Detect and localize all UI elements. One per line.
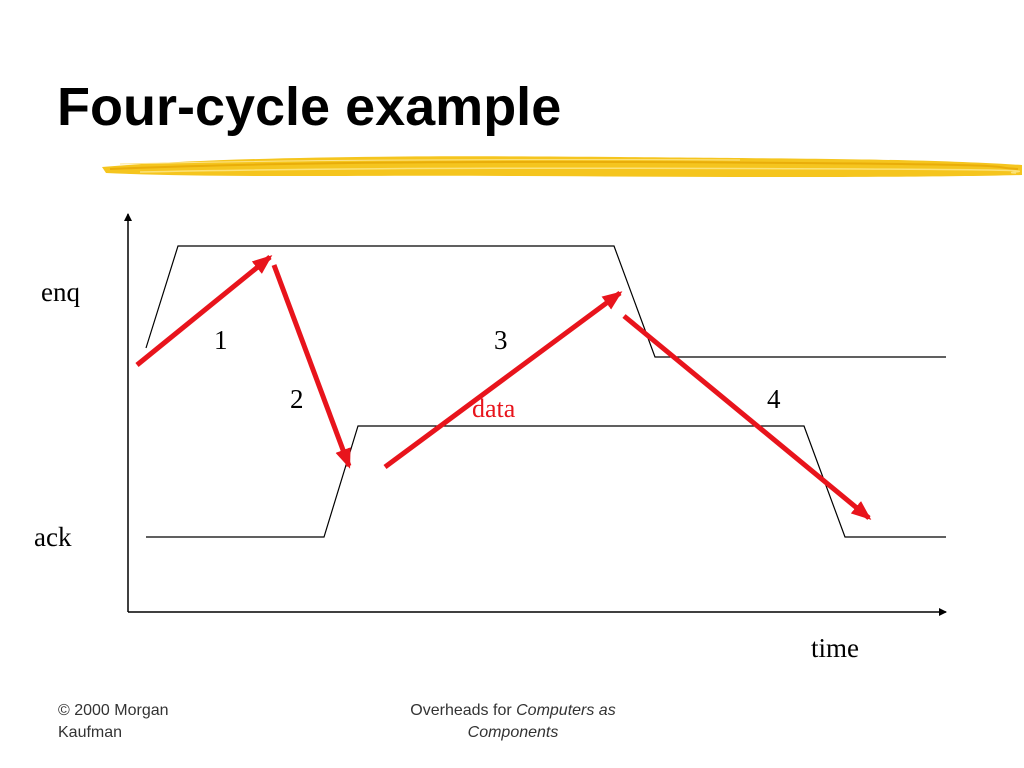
handshake-arrow-4 xyxy=(622,314,872,520)
step-label-2: 2 xyxy=(290,384,304,414)
handshake-arrow-3 xyxy=(383,290,623,470)
ack-waveform xyxy=(146,425,946,538)
title-highlight-stroke xyxy=(102,156,1022,177)
handshake-arrow-2 xyxy=(271,264,352,469)
footer-overheads: Overheads for Computers as Components xyxy=(348,700,678,744)
footer-copyright-line2: Kaufman xyxy=(58,724,123,741)
step-label-1: 1 xyxy=(214,325,228,355)
footer-book-title-line2: Components xyxy=(467,724,559,741)
footer-copyright-line1: © 2000 Morgan xyxy=(58,702,169,719)
step-label-4: 4 xyxy=(767,384,781,414)
time-axis-label: time xyxy=(811,633,859,663)
ack-signal-label: ack xyxy=(34,522,72,552)
enq-signal-label: enq xyxy=(41,277,80,307)
slide-title: Four-cycle example xyxy=(57,77,562,137)
footer-copyright: © 2000 Morgan Kaufman xyxy=(58,700,169,744)
handshake-arrow-1 xyxy=(135,255,273,367)
step-label-3: 3 xyxy=(494,325,508,355)
data-label: data xyxy=(472,394,516,423)
footer-book-title-line1: Computers as xyxy=(516,702,616,719)
enq-waveform xyxy=(145,245,946,358)
footer-overheads-prefix: Overheads for xyxy=(410,702,517,719)
